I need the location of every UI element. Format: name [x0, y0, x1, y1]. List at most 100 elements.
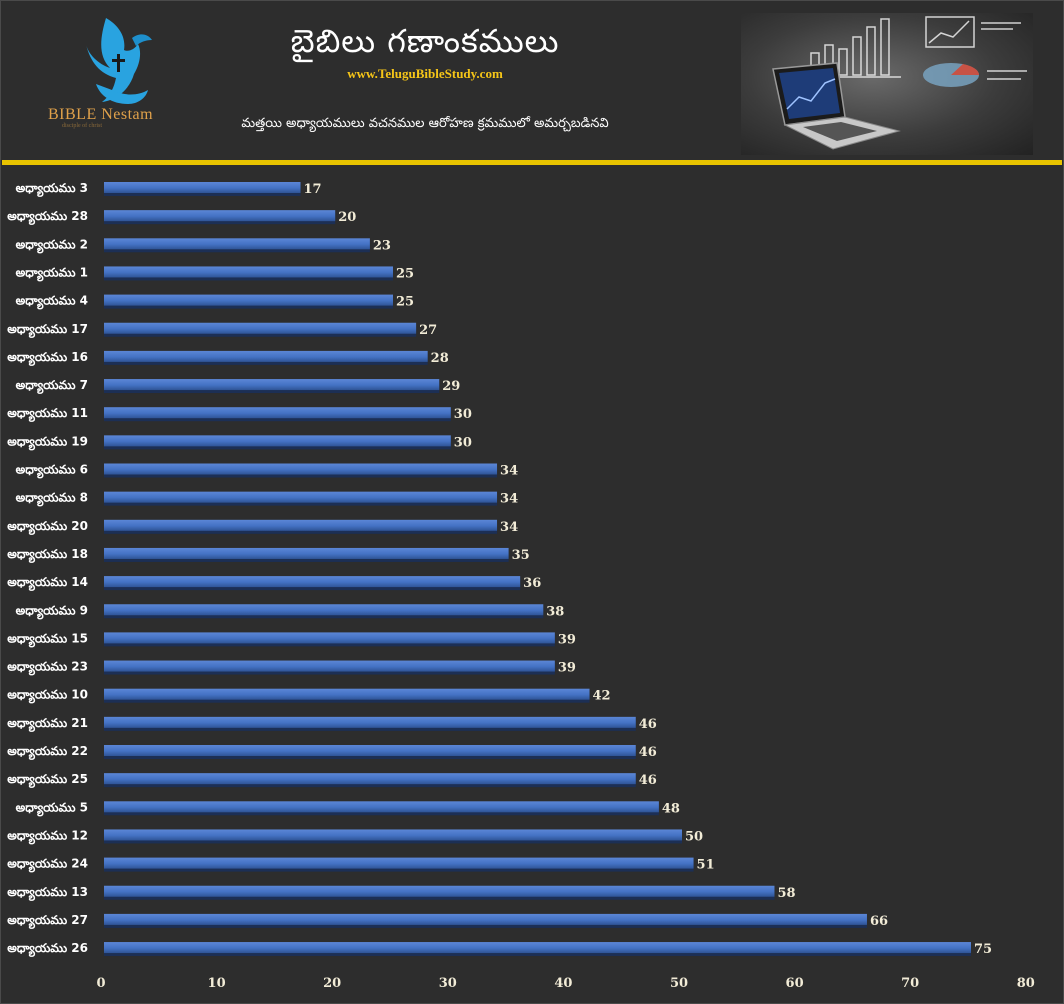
bar [104, 801, 659, 813]
category-label: అధ్యాయము 3 [16, 181, 88, 197]
bar [104, 238, 370, 250]
logo-tagline: disciple of christ [62, 123, 102, 129]
category-label: అధ్యాయము 9 [16, 603, 88, 619]
bar [104, 660, 555, 672]
category-label: అధ్యాయము 15 [7, 631, 88, 647]
bar [104, 885, 775, 897]
category-label: అధ్యాయము 1 [16, 265, 88, 281]
value-label: 38 [546, 604, 564, 619]
category-label: అధ్యాయము 28 [7, 209, 88, 225]
bar [104, 604, 544, 616]
category-label: అధ్యాయము 4 [16, 294, 88, 310]
bar [104, 407, 451, 419]
category-label: అధ్యాయము 19 [7, 434, 88, 450]
x-tick-label: 40 [554, 976, 572, 991]
bar [104, 322, 417, 334]
category-label: అధ్యాయము 16 [7, 350, 88, 366]
category-label: అధ్యాయము 5 [16, 800, 88, 816]
value-label: 58 [777, 886, 795, 901]
header-divider [2, 160, 1062, 165]
category-label: అధ్యాయము 27 [7, 913, 88, 929]
category-label: అధ్యాయము 7 [16, 378, 88, 394]
bar [104, 435, 451, 447]
value-label: 48 [662, 801, 680, 816]
category-label: అధ్యాయము 20 [7, 519, 88, 535]
category-label: అధ్యాయము 26 [7, 941, 88, 957]
bar [104, 942, 971, 954]
dove-logo-icon [86, 18, 152, 104]
category-label: అధ్యాయము 17 [7, 322, 88, 338]
value-label: 28 [431, 351, 449, 366]
category-label: అధ్యాయము 6 [16, 463, 88, 479]
category-label: అధ్యాయము 10 [7, 688, 88, 704]
bar [104, 773, 636, 785]
value-label: 36 [523, 576, 541, 591]
x-tick-label: 60 [786, 976, 804, 991]
bar [104, 576, 521, 588]
category-label: అధ్యాయము 2 [16, 237, 88, 253]
bar [104, 463, 498, 475]
x-axis-ticks: 0 10 20 30 40 50 60 70 80 [96, 976, 1034, 991]
x-tick-label: 30 [439, 976, 457, 991]
laptop-chart-image [741, 13, 1033, 155]
value-label: 42 [593, 689, 611, 704]
bar [104, 688, 590, 700]
bar [104, 745, 636, 756]
x-tick-label: 20 [323, 976, 341, 991]
value-label: 30 [454, 407, 472, 422]
value-label: 25 [396, 266, 414, 281]
category-label: అధ్యాయము 11 [7, 406, 88, 422]
value-label: 50 [685, 829, 703, 844]
value-label: 34 [500, 464, 518, 479]
value-label: 25 [396, 295, 414, 310]
page-title: బైబిలు గణాంకములు [290, 22, 560, 60]
bar [104, 547, 509, 559]
value-label: 46 [639, 773, 657, 788]
bar [104, 491, 498, 503]
x-tick-label: 10 [208, 976, 226, 991]
bar [104, 716, 636, 728]
value-label: 29 [442, 379, 460, 394]
value-label: 46 [639, 745, 657, 760]
value-label: 66 [870, 914, 888, 929]
value-label: 51 [697, 858, 715, 873]
category-label: అధ్యాయము 21 [7, 716, 88, 732]
value-label: 39 [558, 661, 576, 676]
category-label: అధ్యాయము 25 [7, 772, 88, 788]
bar-chart: అధ్యాయము 3 17 అధ్యాయము 28 20 అధ్యాయము 2 23 అధ్… [7, 181, 1035, 991]
x-tick-label: 50 [670, 976, 688, 991]
page-subtitle: మత్తయి అధ్యాయములు వచనముల ఆరోహణ క్రమములో … [241, 116, 609, 131]
bar [104, 210, 336, 222]
bar [104, 350, 428, 362]
bar [104, 182, 301, 193]
value-label: 23 [373, 238, 391, 253]
category-label: అధ్యాయము 23 [7, 660, 88, 676]
bar [104, 519, 498, 531]
bar [104, 294, 393, 306]
category-label: అధ్యాయము 12 [7, 828, 88, 844]
category-label: అధ్యాయము 13 [7, 885, 88, 901]
value-label: 20 [338, 210, 356, 225]
value-label: 75 [974, 942, 992, 957]
category-label: అధ్యాయము 8 [16, 491, 88, 507]
value-label: 46 [639, 717, 657, 732]
category-label: అధ్యాయము 24 [7, 857, 88, 873]
value-label: 39 [558, 632, 576, 647]
value-label: 35 [512, 548, 530, 563]
bar [104, 266, 393, 278]
x-tick-label: 70 [901, 976, 919, 991]
value-label: 30 [454, 435, 472, 450]
bar [104, 857, 694, 869]
x-tick-label: 80 [1017, 976, 1035, 991]
category-label: అధ్యాయము 22 [7, 744, 88, 760]
category-label: అధ్యాయము 18 [7, 547, 88, 563]
website-link[interactable]: www.TeluguBibleStudy.com [347, 66, 503, 81]
logo-name: BIBLE Nestam [48, 106, 154, 123]
bars-layer: అధ్యాయము 3 17 అధ్యాయము 28 20 అధ్యాయము 2 23 అధ్… [7, 181, 992, 957]
laptop-icon [772, 16, 1027, 150]
value-label: 27 [419, 323, 437, 338]
value-label: 17 [304, 182, 322, 197]
bar [104, 632, 555, 644]
header: BIBLE Nestam disciple of christ బైబిలు గ… [0, 0, 1064, 160]
category-label: అధ్యాయము 14 [7, 575, 88, 591]
